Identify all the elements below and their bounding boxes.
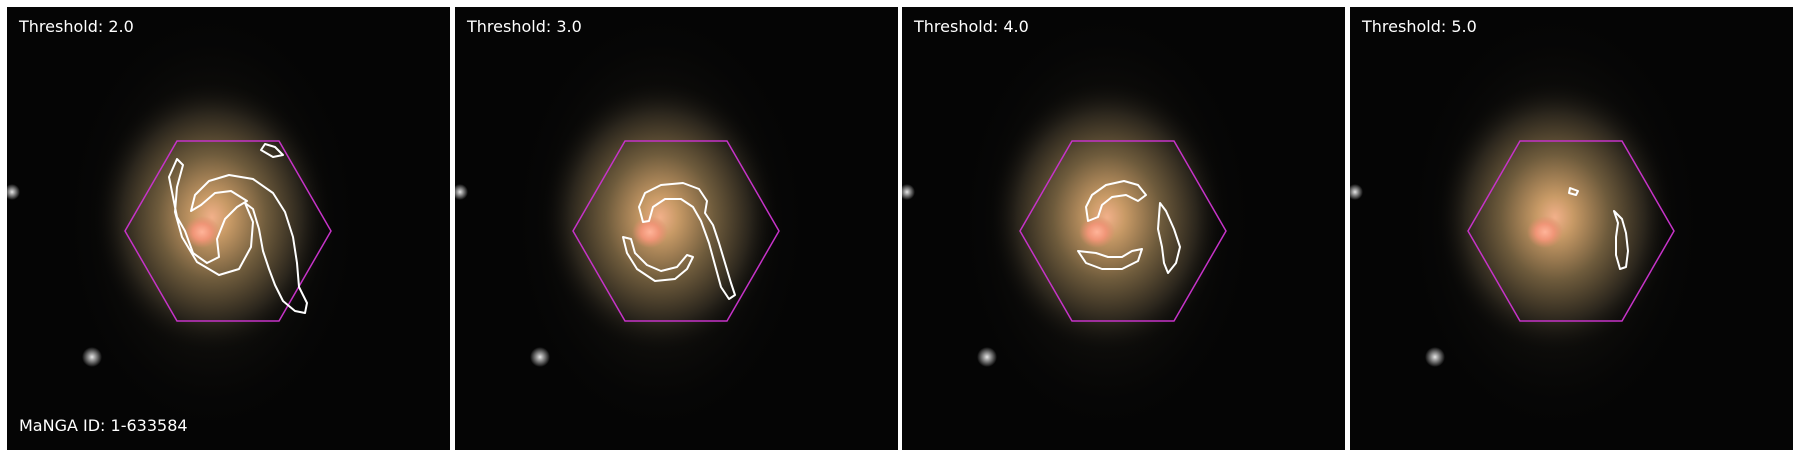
contour-lines bbox=[1077, 180, 1181, 274]
threshold-label: Threshold: 2.0 bbox=[19, 17, 134, 36]
galaxy-image bbox=[1350, 7, 1793, 450]
contour-lines bbox=[1568, 187, 1629, 270]
panel-threshold-2: Threshold: 2.0 MaNGA ID: 1-633584 bbox=[7, 7, 450, 450]
ifu-hexagon bbox=[1467, 140, 1675, 322]
contour-lines bbox=[168, 143, 308, 314]
panel-threshold-4: Threshold: 4.0 bbox=[902, 7, 1345, 450]
manga-id-label: MaNGA ID: 1-633584 bbox=[19, 416, 188, 435]
ifu-hexagon bbox=[1019, 140, 1227, 322]
panel-threshold-3: Threshold: 3.0 bbox=[455, 7, 898, 450]
ifu-hexagon bbox=[572, 140, 780, 322]
galaxy-image bbox=[455, 7, 898, 450]
threshold-label: Threshold: 5.0 bbox=[1362, 17, 1477, 36]
panel-threshold-5: Threshold: 5.0 bbox=[1350, 7, 1793, 450]
galaxy-image bbox=[7, 7, 450, 450]
threshold-label: Threshold: 4.0 bbox=[914, 17, 1029, 36]
threshold-label: Threshold: 3.0 bbox=[467, 17, 582, 36]
galaxy-image bbox=[902, 7, 1345, 450]
ifu-hexagon bbox=[124, 140, 332, 322]
contour-lines bbox=[622, 182, 736, 300]
